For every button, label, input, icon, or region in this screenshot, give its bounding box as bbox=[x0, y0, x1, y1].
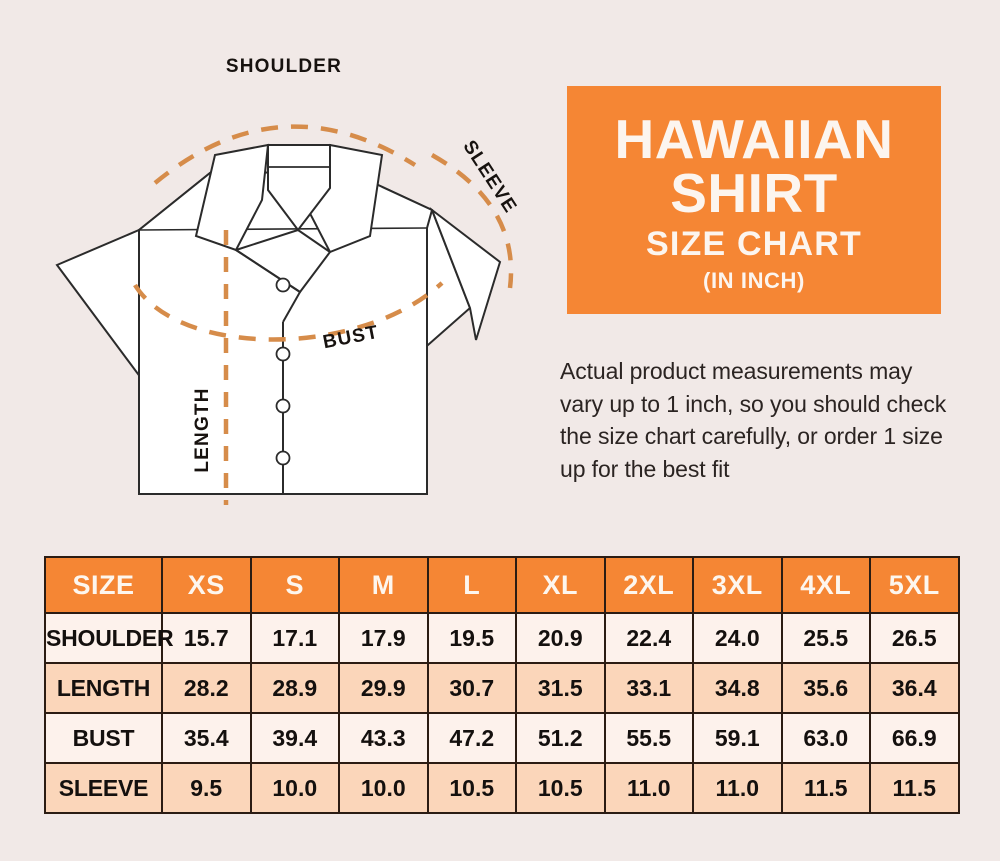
table-row: SHOULDER 15.7 17.1 17.9 19.5 20.9 22.4 2… bbox=[44, 612, 960, 664]
cell-length-l: 30.7 bbox=[426, 662, 517, 714]
cell-length-5xl: 36.4 bbox=[869, 662, 960, 714]
yoke-seam bbox=[138, 227, 428, 231]
page-subtitle: SIZE CHART bbox=[646, 224, 862, 263]
cell-bust-4xl: 63.0 bbox=[780, 712, 871, 764]
table-row: BUST 35.4 39.4 43.3 47.2 51.2 55.5 59.1 … bbox=[44, 712, 960, 764]
size-chart-table: SIZE XS S M L XL 2XL 3XL 4XL 5XL SHOULDE… bbox=[44, 556, 960, 814]
header-cell-3xl: 3XL bbox=[692, 556, 783, 614]
button-3 bbox=[275, 450, 291, 466]
cell-bust-m: 43.3 bbox=[338, 712, 429, 764]
cell-length-m: 29.9 bbox=[338, 662, 429, 714]
cell-sleeve-5xl: 11.5 bbox=[869, 762, 960, 814]
cell-shoulder-5xl: 26.5 bbox=[869, 612, 960, 664]
cell-sleeve-3xl: 11.0 bbox=[692, 762, 783, 814]
cell-length-3xl: 34.8 bbox=[692, 662, 783, 714]
header-cell-l: L bbox=[426, 556, 517, 614]
shoulder-label: SHOULDER bbox=[226, 56, 342, 77]
cell-length-xl: 31.5 bbox=[515, 662, 606, 714]
disclaimer-text: Actual product measurements may vary up … bbox=[560, 358, 947, 482]
cell-sleeve-s: 10.0 bbox=[249, 762, 340, 814]
cell-bust-l: 47.2 bbox=[426, 712, 517, 764]
cell-shoulder-4xl: 25.5 bbox=[780, 612, 871, 664]
cell-sleeve-l: 10.5 bbox=[426, 762, 517, 814]
cell-bust-3xl: 59.1 bbox=[692, 712, 783, 764]
cell-bust-s: 39.4 bbox=[249, 712, 340, 764]
cell-length-4xl: 35.6 bbox=[780, 662, 871, 714]
header-cell-m: M bbox=[338, 556, 429, 614]
cell-length-s: 28.9 bbox=[249, 662, 340, 714]
row-label-bust: BUST bbox=[44, 712, 163, 764]
row-label-length: LENGTH bbox=[44, 662, 163, 714]
cell-sleeve-4xl: 11.5 bbox=[780, 762, 871, 814]
shirt-diagram: SHOULDER SLEEVE BUST LENGTH bbox=[30, 40, 550, 520]
cell-bust-2xl: 55.5 bbox=[603, 712, 694, 764]
button-4 bbox=[275, 277, 291, 293]
cell-shoulder-xs: 15.7 bbox=[161, 612, 252, 664]
length-label: LENGTH bbox=[192, 387, 213, 472]
cell-bust-xs: 35.4 bbox=[161, 712, 252, 764]
row-label-shoulder: SHOULDER bbox=[44, 612, 174, 664]
row-label-sleeve: SLEEVE bbox=[44, 762, 163, 814]
table-row: SLEEVE 9.5 10.0 10.0 10.5 10.5 11.0 11.0… bbox=[44, 762, 960, 814]
cell-shoulder-3xl: 24.0 bbox=[692, 612, 783, 664]
header-cell-5xl: 5XL bbox=[869, 556, 960, 614]
cell-bust-xl: 51.2 bbox=[515, 712, 606, 764]
cell-sleeve-m: 10.0 bbox=[338, 762, 429, 814]
cell-sleeve-xs: 9.5 bbox=[161, 762, 252, 814]
cell-sleeve-2xl: 11.0 bbox=[603, 762, 694, 814]
cell-bust-5xl: 66.9 bbox=[869, 712, 960, 764]
header-cell-s: S bbox=[249, 556, 340, 614]
table-row: LENGTH 28.2 28.9 29.9 30.7 31.5 33.1 34.… bbox=[44, 662, 960, 714]
top-section: SHOULDER SLEEVE BUST LENGTH HAWAIIAN SHI… bbox=[30, 40, 947, 520]
title-line-1: HAWAIIAN bbox=[614, 108, 894, 171]
button-1 bbox=[275, 346, 291, 362]
header-cell-2xl: 2XL bbox=[603, 556, 694, 614]
right-sleeve-lower bbox=[429, 207, 502, 341]
bust-measure-line bbox=[133, 281, 444, 342]
table-header-row: SIZE XS S M L XL 2XL 3XL 4XL 5XL bbox=[44, 556, 960, 614]
shirt-body bbox=[138, 170, 434, 495]
cell-shoulder-xl: 20.9 bbox=[515, 612, 606, 664]
cell-shoulder-s: 17.1 bbox=[249, 612, 340, 664]
cell-sleeve-xl: 10.5 bbox=[515, 762, 606, 814]
header-cell-xl: XL bbox=[515, 556, 606, 614]
header-cell-size: SIZE bbox=[44, 556, 163, 614]
cell-shoulder-l: 19.5 bbox=[426, 612, 517, 664]
header-cell-4xl: 4XL bbox=[780, 556, 871, 614]
size-chart-table-container: SIZE XS S M L XL 2XL 3XL 4XL 5XL SHOULDE… bbox=[44, 556, 960, 814]
shirt-illustration: SHOULDER SLEEVE BUST LENGTH bbox=[55, 56, 521, 505]
title-banner: HAWAIIAN SHIRT SIZE CHART (IN INCH) bbox=[567, 86, 941, 314]
cell-length-xs: 28.2 bbox=[161, 662, 252, 714]
cell-shoulder-m: 17.9 bbox=[338, 612, 429, 664]
unit-note: (IN INCH) bbox=[703, 267, 805, 293]
header-cell-xs: XS bbox=[161, 556, 252, 614]
title-line-2: SHIRT bbox=[670, 162, 838, 225]
lapel-fold bbox=[235, 249, 302, 323]
cell-length-2xl: 33.1 bbox=[603, 662, 694, 714]
collar-left bbox=[194, 143, 270, 252]
button-2 bbox=[275, 398, 291, 414]
page-title: HAWAIIAN SHIRT bbox=[615, 112, 894, 225]
shoulder-measure-line bbox=[153, 124, 417, 185]
cell-shoulder-2xl: 22.4 bbox=[603, 612, 694, 664]
